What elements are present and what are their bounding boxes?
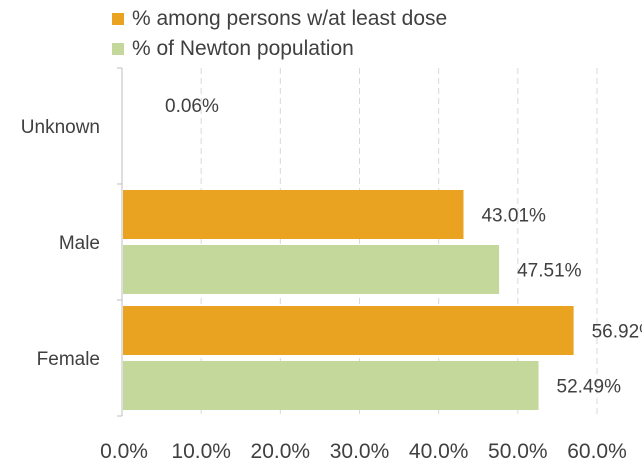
category-label-male: Male bbox=[59, 233, 100, 254]
data-label-female-series-1: 56.92% bbox=[592, 322, 642, 343]
legend-item-dose: % among persons w/at least dose bbox=[112, 4, 447, 34]
x-tick-label-0: 0.0% bbox=[100, 440, 148, 463]
x-tick-label-6: 60.0% bbox=[567, 440, 627, 463]
data-label-female-series-2: 52.49% bbox=[557, 377, 622, 398]
x-tick-label-4: 40.0% bbox=[409, 440, 469, 463]
bar-female-series-1 bbox=[123, 306, 574, 355]
data-label-male-series-2: 47.51% bbox=[517, 261, 582, 282]
x-tick-label-1: 10.0% bbox=[171, 440, 231, 463]
bar-male-series-1 bbox=[123, 190, 464, 239]
x-tick-label-5: 50.0% bbox=[488, 440, 548, 463]
category-label-female: Female bbox=[37, 349, 100, 370]
legend-label-population: % of Newton population bbox=[132, 37, 354, 60]
category-label-unknown: Unknown bbox=[21, 117, 100, 138]
bar-female-series-2 bbox=[123, 361, 539, 410]
data-label-unknown: 0.06% bbox=[165, 96, 219, 117]
data-label-male-series-1: 43.01% bbox=[481, 206, 546, 227]
legend-label-dose: % among persons w/at least dose bbox=[132, 7, 448, 30]
legend: % among persons w/at least dose % of New… bbox=[112, 4, 447, 64]
legend-item-population: % of Newton population bbox=[112, 34, 447, 64]
x-tick-label-2: 20.0% bbox=[251, 440, 311, 463]
legend-swatch-population bbox=[112, 43, 124, 55]
x-tick-label-3: 30.0% bbox=[330, 440, 390, 463]
legend-swatch-dose bbox=[112, 13, 124, 25]
bar-male-series-2 bbox=[123, 245, 500, 294]
